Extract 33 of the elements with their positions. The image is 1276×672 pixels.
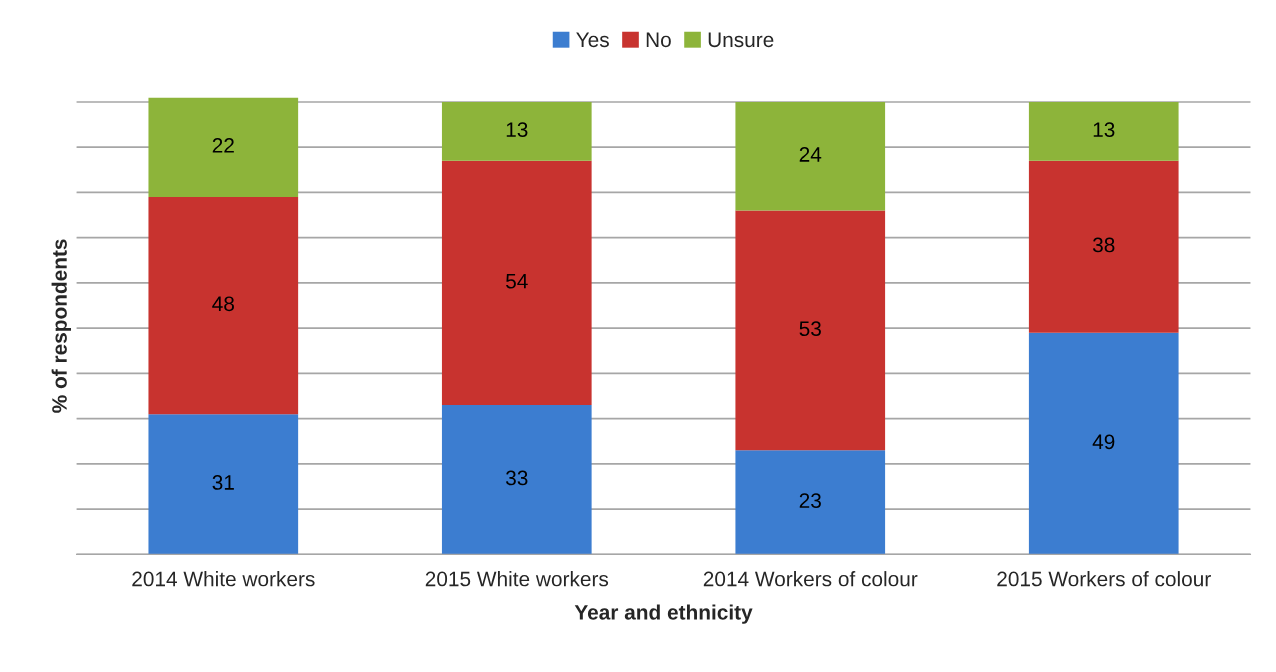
bar (441, 405, 592, 555)
data-label: 13 (506, 122, 528, 137)
data-label: 54 (506, 273, 528, 289)
bar (735, 210, 886, 451)
data-label: 33 (505, 470, 528, 486)
bar (148, 414, 299, 555)
data-label: 53 (799, 321, 821, 337)
bar (1028, 332, 1179, 555)
bar (148, 196, 299, 415)
data-label: 38 (1092, 237, 1115, 253)
data-label: 49 (1092, 434, 1115, 450)
legend-label: No (646, 32, 671, 48)
y-axis-title: % of respondents (51, 239, 71, 413)
legend-label: Yes (576, 32, 609, 48)
bar (441, 101, 592, 161)
bar (1028, 101, 1179, 161)
x-tick-label: 2015 White workers (425, 571, 609, 587)
bar (1028, 160, 1179, 333)
data-label: 13 (1093, 122, 1115, 137)
x-tick-label: 2014 Workers of colour (703, 571, 918, 587)
data-label: 48 (212, 296, 234, 312)
data-label: 23 (799, 493, 821, 508)
bar (735, 450, 886, 555)
x-axis-title: Year and ethnicity (574, 604, 753, 624)
data-label: 31 (212, 475, 234, 490)
legend-label: Unsure (708, 32, 774, 48)
bar (735, 101, 886, 211)
data-label: 22 (212, 138, 234, 153)
data-label: 24 (799, 147, 822, 162)
bar (441, 160, 592, 406)
x-tick-label: 2015 Workers of colour (997, 571, 1211, 587)
bar (148, 97, 299, 197)
x-tick-label: 2014 White workers (132, 571, 315, 587)
